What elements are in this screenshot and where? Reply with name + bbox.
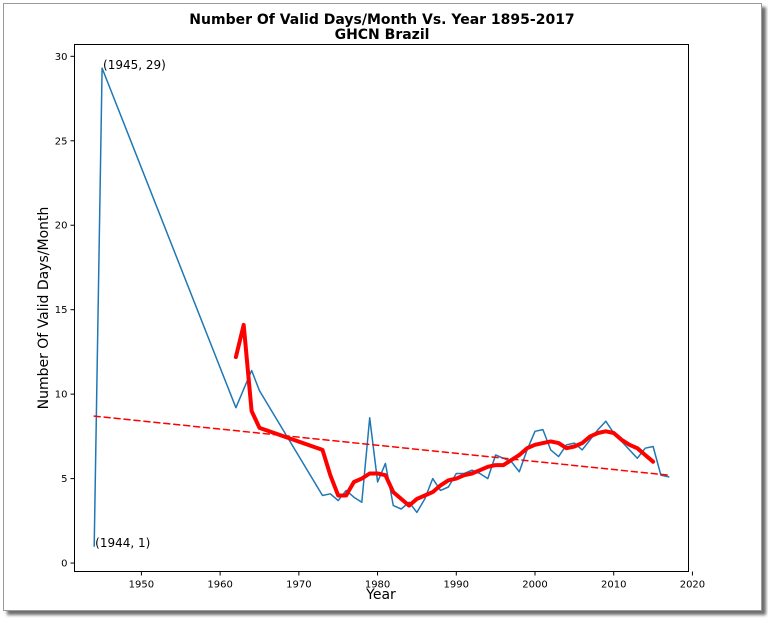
figure-frame: Number Of Valid Days/Month Vs. Year 1895… xyxy=(3,3,762,611)
x-tick-label: 2010 xyxy=(601,580,626,591)
y-tick-label: 0 xyxy=(61,559,67,570)
annotation-label: (1944, 1) xyxy=(95,536,150,550)
y-tick-label: 25 xyxy=(55,136,68,147)
x-tick-label: 1950 xyxy=(129,580,154,591)
y-tick-label: 5 xyxy=(61,474,67,485)
chart-title: Number Of Valid Days/Month Vs. Year 1895… xyxy=(189,12,574,28)
x-tick-label: 1990 xyxy=(444,580,469,591)
annotation-label: (1945, 29) xyxy=(103,58,166,72)
x-tick-label: 1960 xyxy=(207,580,232,591)
x-tick-label: 1980 xyxy=(365,580,390,591)
x-tick-label: 2000 xyxy=(522,580,547,591)
chart-subtitle: GHCN Brazil xyxy=(335,27,430,43)
plot-marks: 1950 1960 1970 1980 1990 2000 2010 2020 0 5 10 15 20… xyxy=(55,52,705,591)
x-tick-label: 2020 xyxy=(680,580,705,591)
y-tick-label: 10 xyxy=(55,390,68,401)
y-tick-label: 15 xyxy=(55,305,68,316)
x-tick-label: 1970 xyxy=(286,580,311,591)
series-line-red-smoothed xyxy=(233,322,656,508)
y-axis-label: Number Of Valid Days/Month xyxy=(36,207,52,410)
plot-area xyxy=(74,44,689,572)
chart: Number Of Valid Days/Month Vs. Year 1895… xyxy=(36,12,705,603)
x-axis-label: Year xyxy=(365,587,396,603)
y-tick-label: 20 xyxy=(55,221,68,232)
y-tick-label: 30 xyxy=(55,52,68,63)
series-trend-line-dashed xyxy=(93,415,670,476)
